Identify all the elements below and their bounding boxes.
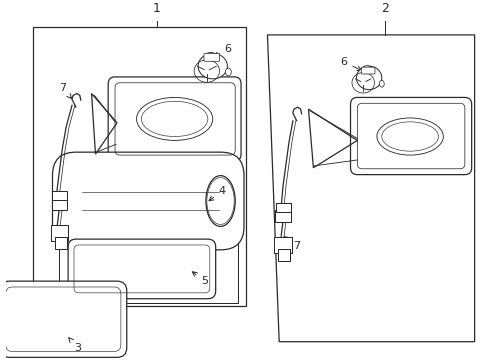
Text: 1: 1 <box>153 3 161 15</box>
Ellipse shape <box>198 54 227 79</box>
Text: 6: 6 <box>214 44 231 57</box>
Ellipse shape <box>356 66 381 90</box>
FancyBboxPatch shape <box>51 198 67 210</box>
Ellipse shape <box>204 53 216 60</box>
Text: 7: 7 <box>284 237 299 251</box>
Ellipse shape <box>362 66 371 72</box>
Ellipse shape <box>205 176 235 226</box>
FancyBboxPatch shape <box>361 67 374 74</box>
Text: 4: 4 <box>208 186 225 201</box>
FancyBboxPatch shape <box>276 203 290 212</box>
Text: 3: 3 <box>69 338 81 352</box>
Ellipse shape <box>379 80 384 87</box>
Text: 2: 2 <box>380 3 388 15</box>
FancyBboxPatch shape <box>350 98 471 175</box>
FancyBboxPatch shape <box>108 77 241 161</box>
FancyBboxPatch shape <box>275 210 290 221</box>
FancyBboxPatch shape <box>278 249 289 261</box>
FancyBboxPatch shape <box>0 281 126 357</box>
Text: 7: 7 <box>59 83 71 98</box>
Text: 6: 6 <box>340 57 361 71</box>
FancyBboxPatch shape <box>68 239 215 299</box>
FancyBboxPatch shape <box>52 191 67 200</box>
Ellipse shape <box>225 68 231 76</box>
FancyBboxPatch shape <box>52 152 244 250</box>
FancyBboxPatch shape <box>55 237 67 249</box>
FancyBboxPatch shape <box>203 54 219 61</box>
FancyBboxPatch shape <box>50 225 68 241</box>
Text: 5: 5 <box>192 272 207 286</box>
FancyBboxPatch shape <box>274 237 291 253</box>
